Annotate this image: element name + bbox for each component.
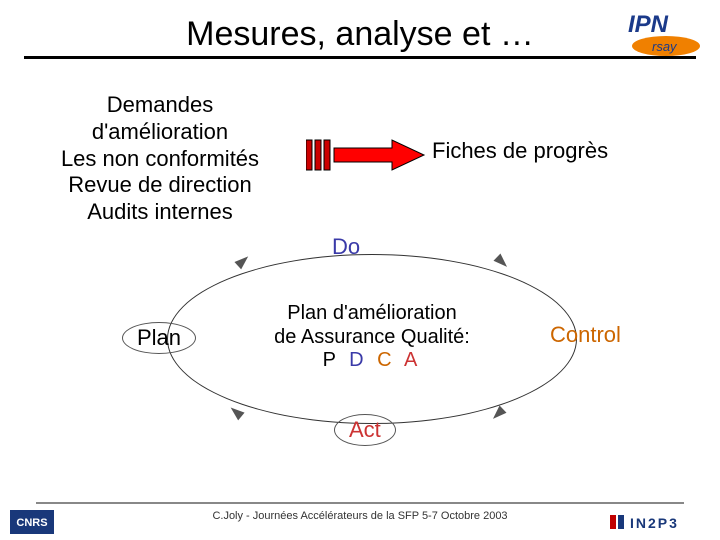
title-underline [24,56,696,59]
pdca-diagram: Do Plan Control Act Plan d'amélioration … [112,236,632,456]
page-title: Mesures, analyse et … [186,15,534,54]
pdca-node-control: Control [550,322,621,348]
svg-text:IN2P3: IN2P3 [630,515,679,531]
pdca-node-do: Do [332,234,360,260]
flow-arrow [306,138,426,172]
ipn-logo: IPN rsay [618,6,708,58]
inputs-line: Revue de direction [30,172,290,199]
svg-text:rsay: rsay [652,39,678,54]
inputs-line: d'amélioration [30,119,290,146]
cnrs-logo: CNRS [10,510,54,534]
svg-text:CNRS: CNRS [16,517,47,529]
inputs-line: Demandes [30,92,290,119]
pdca-node-act: Act [334,414,396,446]
in2p3-logo: IN2P3 [610,512,706,532]
pdca-node-plan: Plan [122,322,196,354]
inputs-list: Demandes d'amélioration Les non conformi… [30,92,290,226]
output-label: Fiches de progrès [432,138,608,164]
pdca-center-text: Plan d'amélioration de Assurance Qualité… [242,302,502,373]
inputs-line: Audits internes [30,199,290,226]
inputs-line: Les non conformités [30,146,290,173]
footer-divider [36,502,684,504]
ipn-logo-text: IPN [628,11,669,38]
